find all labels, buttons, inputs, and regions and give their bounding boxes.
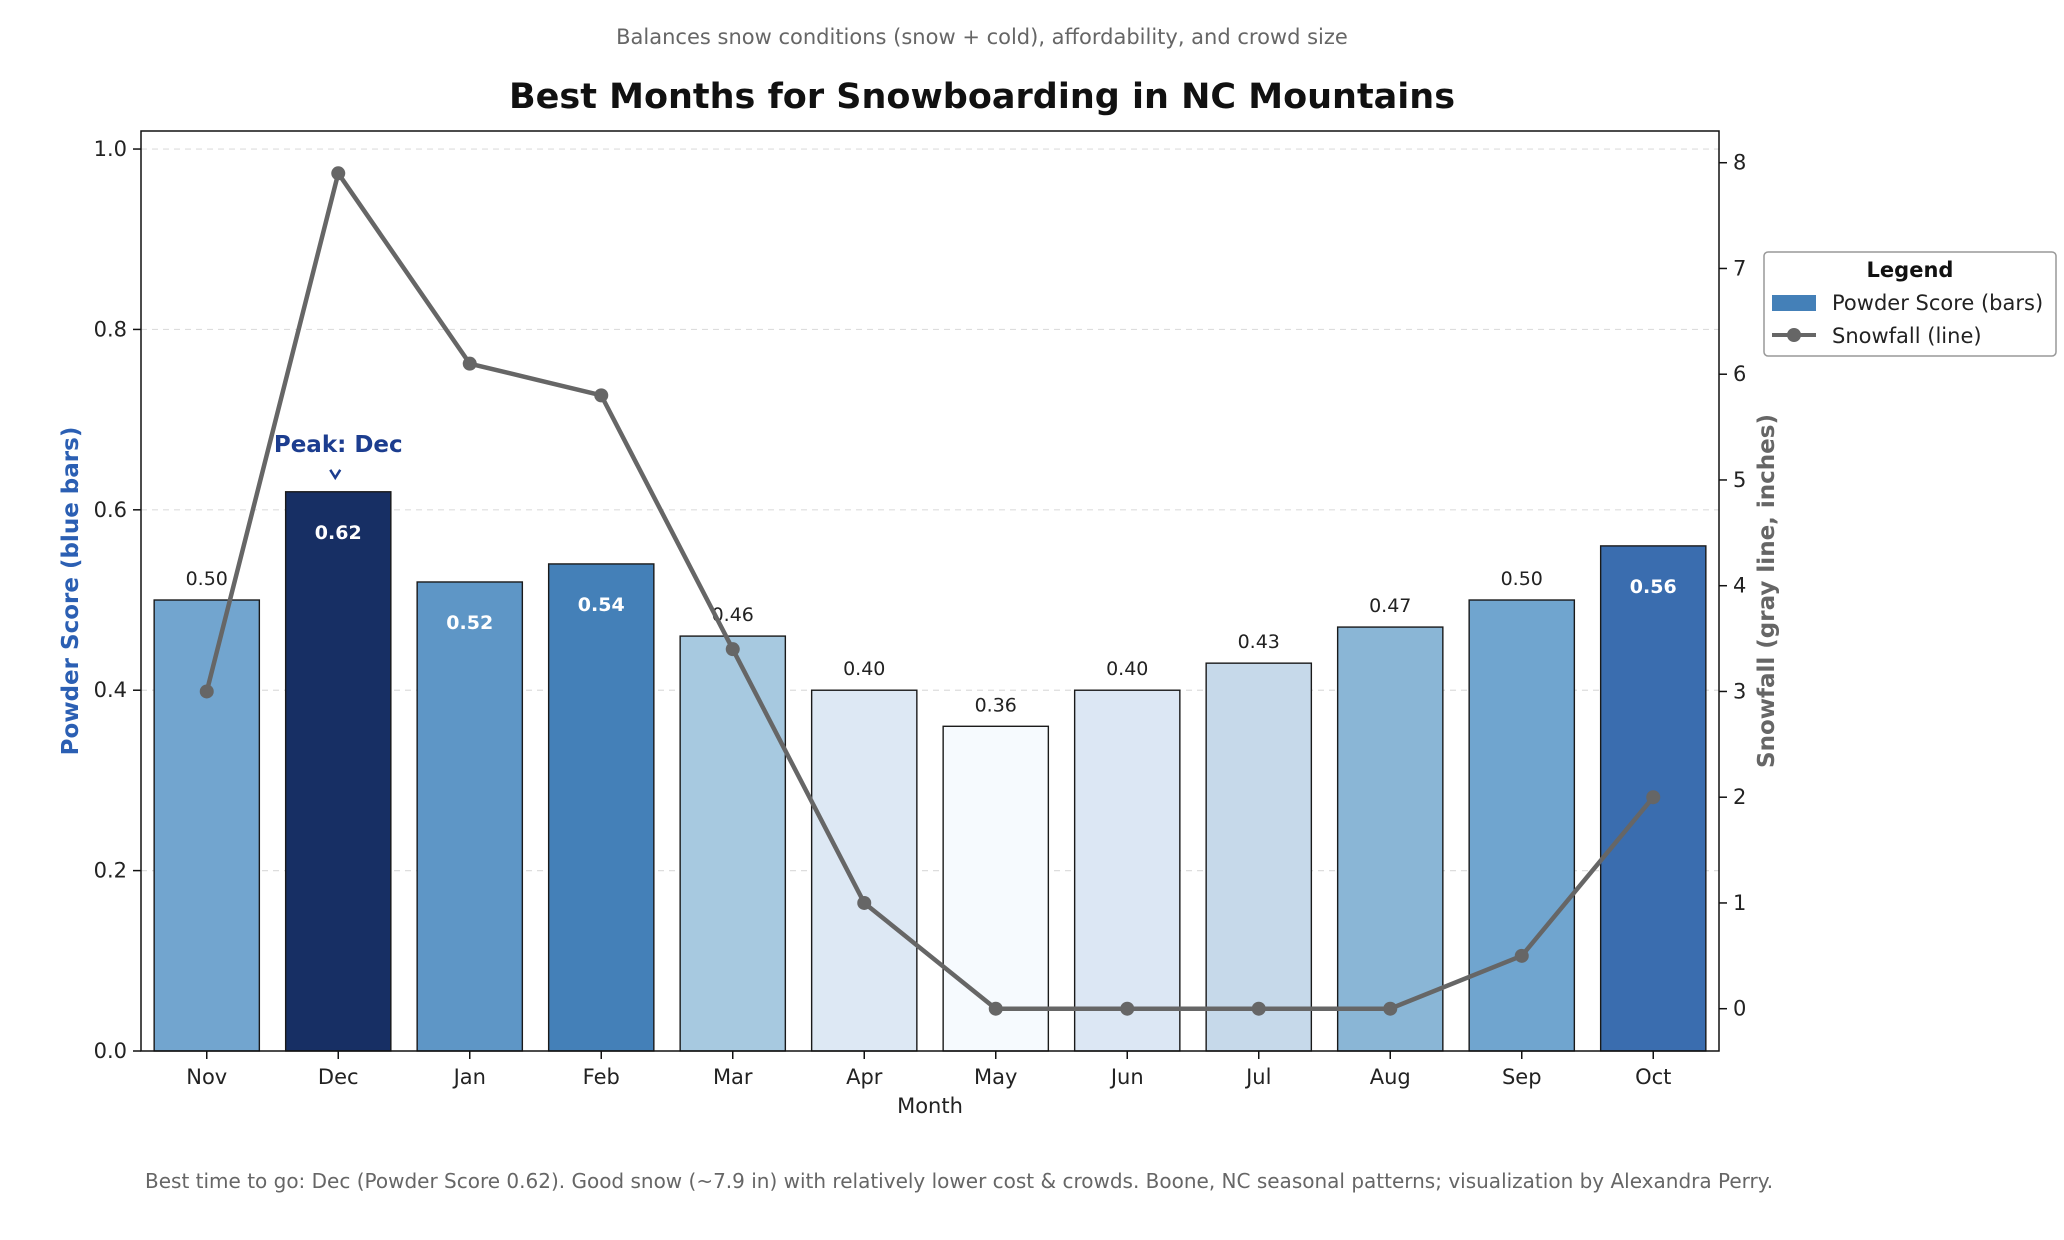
x-tick-label-sep: Sep (1502, 1065, 1542, 1089)
x-tick-label-jun: Jun (1109, 1065, 1144, 1089)
bar-may (942, 725, 1050, 1052)
gridlines (141, 148, 1719, 872)
x-tick-label-dec: Dec (318, 1065, 359, 1089)
peak-annotation: Peak: Dec (274, 432, 403, 481)
peak-annotation-text: Peak: Dec (274, 432, 403, 458)
legend-title: Legend (1867, 258, 1954, 282)
y-right-tick-label-0: 0 (1733, 997, 1746, 1021)
bar-nov (153, 599, 261, 1052)
legend: Legend Powder Score (bars) Snowfall (lin… (1763, 251, 2057, 357)
snowfall-point-jun (1120, 1001, 1135, 1016)
legend-line-label: Snowfall (line) (1832, 324, 1982, 348)
legend-bar-label: Powder Score (bars) (1832, 291, 2043, 315)
bar-feb (547, 563, 655, 1052)
bar-label-jun: 0.40 (1106, 658, 1148, 680)
y-left-tick-label-3: 0.6 (94, 498, 127, 522)
bar-label-sep: 0.50 (1501, 568, 1543, 590)
y-axis-right: 0 1 2 3 4 5 6 7 8 (1719, 151, 1746, 1021)
plot-frame (140, 130, 1720, 1052)
bar-label-feb: 0.54 (578, 594, 625, 616)
snowfall-point-apr (857, 895, 872, 910)
x-tick-label-may: May (974, 1065, 1017, 1089)
y-axis-label-left: Powder Score (blue bars) (58, 427, 84, 756)
bar-label-jan: 0.52 (446, 612, 493, 634)
y-right-tick-label-4: 4 (1733, 574, 1746, 598)
bars-group (153, 491, 1707, 1052)
legend-box (1763, 251, 2057, 357)
snowfall-point-aug (1383, 1001, 1398, 1016)
snowfall-point-mar (725, 642, 740, 657)
y-axis-left: 0.0 0.2 0.4 0.6 0.8 1.0 (94, 137, 141, 1063)
chart-subtitle: Balances snow conditions (snow + cold), … (616, 25, 1348, 49)
y-left-tick-label-5: 1.0 (94, 137, 127, 161)
bar-labels-group: 0.50 0.62 0.52 0.54 0.46 0.40 0.36 0.40 0.43 0.47… (186, 522, 1677, 717)
bar-label-jul: 0.43 (1238, 631, 1280, 653)
bar-label-may: 0.36 (975, 694, 1017, 716)
x-tick-label-apr: Apr (846, 1065, 883, 1089)
y-right-tick-label-3: 3 (1733, 679, 1746, 703)
bar-label-apr: 0.40 (843, 658, 885, 680)
x-tick-label-aug: Aug (1370, 1065, 1411, 1089)
snowfall-point-sep (1514, 948, 1529, 963)
y-left-tick-label-4: 0.8 (94, 317, 127, 341)
y-right-tick-label-7: 7 (1733, 256, 1746, 280)
bar-mar (679, 635, 787, 1052)
bar-jul (1205, 662, 1313, 1052)
x-tick-label-oct: Oct (1635, 1065, 1671, 1089)
y-right-tick-label-1: 1 (1733, 891, 1746, 915)
snowfall-point-dec (331, 166, 346, 181)
bar-label-aug: 0.47 (1369, 595, 1411, 617)
y-left-tick-label-2: 0.4 (94, 678, 127, 702)
bar-dec (284, 491, 392, 1052)
legend-bar-swatch (1772, 295, 1816, 311)
x-tick-label-jul: Jul (1244, 1065, 1271, 1089)
y-left-tick-label-0: 0.0 (94, 1039, 127, 1063)
y-right-tick-label-6: 6 (1733, 362, 1746, 386)
footnote: Best time to go: Dec (Powder Score 0.62)… (145, 1169, 1773, 1193)
x-axis-label: Month (897, 1094, 963, 1118)
peak-arrow-icon (329, 469, 342, 481)
x-tick-label-feb: Feb (583, 1065, 620, 1089)
bar-sep (1468, 599, 1576, 1052)
x-axis: Nov Dec Jan Feb Mar Apr May Jun Jul Aug Sep Oct (186, 1051, 1671, 1089)
y-right-tick-label-8: 8 (1733, 151, 1746, 175)
bar-label-nov: 0.50 (186, 568, 228, 590)
legend-line-marker (1787, 328, 1801, 342)
snowfall-point-feb (594, 388, 609, 403)
y-right-tick-label-5: 5 (1733, 468, 1746, 492)
x-tick-label-jan: Jan (452, 1065, 486, 1089)
snowfall-point-oct (1646, 790, 1661, 805)
chart-title: Best Months for Snowboarding in NC Mount… (509, 77, 1455, 117)
y-axis-label-right: Snowfall (gray line, inches) (1754, 414, 1780, 768)
bar-label-oct: 0.56 (1630, 576, 1677, 598)
bar-jun (1073, 689, 1181, 1052)
bar-apr (810, 689, 918, 1052)
bar-label-dec: 0.62 (315, 522, 362, 544)
snowfall-point-nov (199, 684, 214, 699)
bar-aug (1336, 626, 1444, 1052)
x-tick-label-mar: Mar (713, 1065, 753, 1089)
bar-label-mar: 0.46 (712, 604, 754, 626)
bar-jan (416, 581, 524, 1052)
x-tick-label-nov: Nov (186, 1065, 227, 1089)
y-left-tick-label-1: 0.2 (94, 859, 127, 883)
snowfall-point-may (988, 1001, 1003, 1016)
snowfall-line-group (199, 166, 1661, 1016)
snowfall-line (204, 171, 1655, 1011)
snowfall-point-jan (462, 356, 477, 371)
snowfall-point-jul (1251, 1001, 1266, 1016)
y-right-tick-label-2: 2 (1733, 785, 1746, 809)
